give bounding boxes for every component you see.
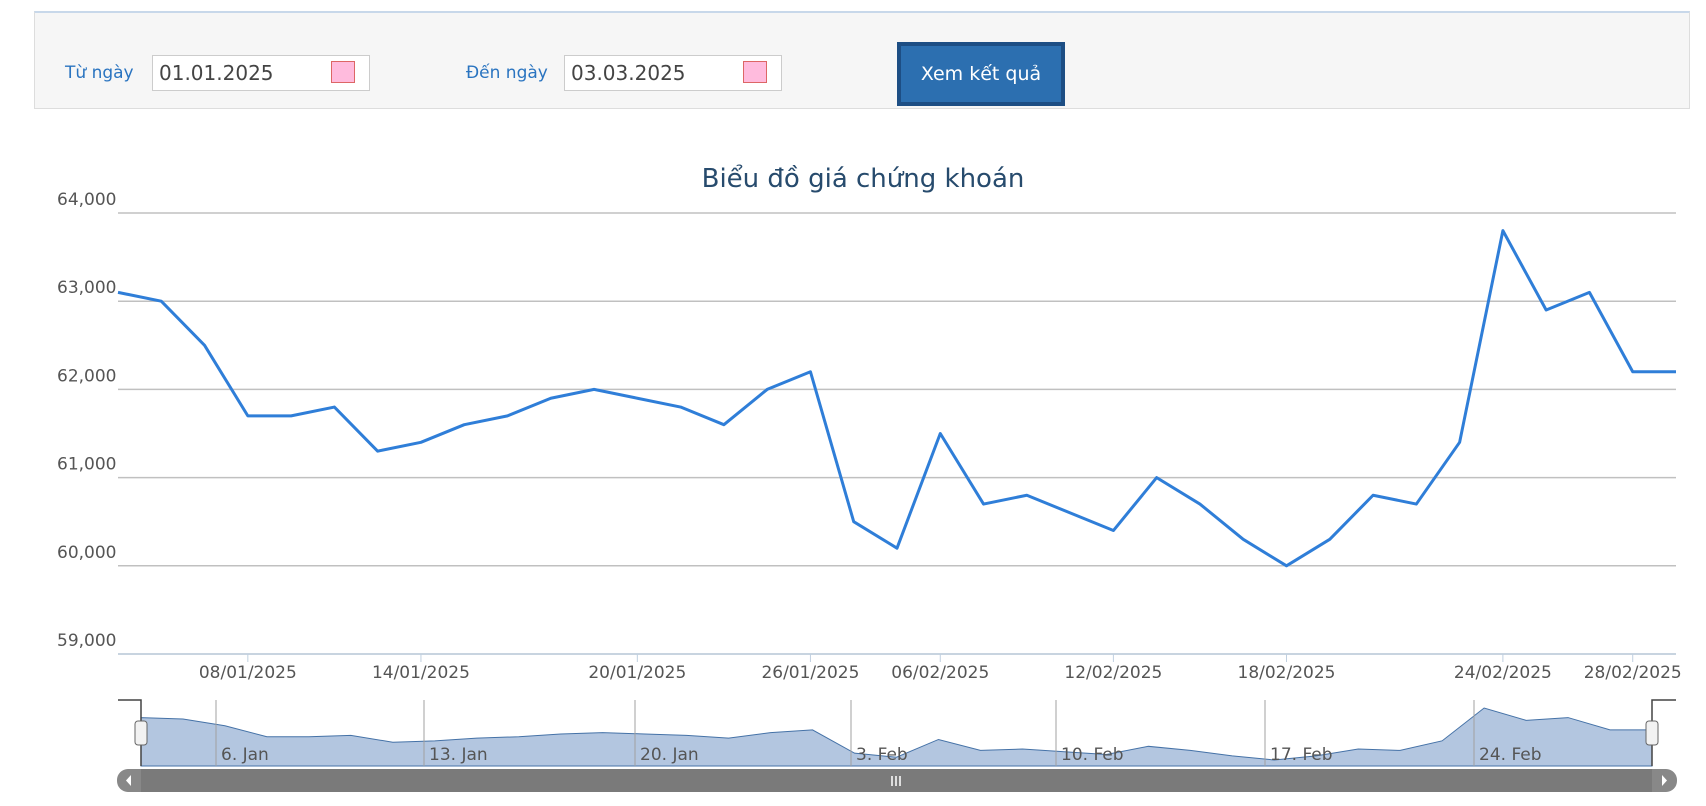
x-tick-label: 06/02/2025 xyxy=(891,663,989,683)
calendar-icon[interactable] xyxy=(331,61,355,83)
y-tick-label: 61,000 xyxy=(57,455,116,475)
x-tick-label: 20/01/2025 xyxy=(588,663,686,683)
navigator-label: 13. Jan xyxy=(429,745,488,765)
navigator-area xyxy=(140,707,1653,767)
navigator-label: 10. Feb xyxy=(1061,745,1124,765)
from-input[interactable]: 01.01.2025 xyxy=(152,55,370,91)
navigator-handle[interactable] xyxy=(134,720,148,746)
x-tick-label: 12/02/2025 xyxy=(1064,663,1162,683)
from-value: 01.01.2025 xyxy=(159,61,274,85)
submit-button[interactable]: Xem kết quả xyxy=(897,42,1065,106)
x-tick-label: 26/01/2025 xyxy=(761,663,859,683)
navigator-handle[interactable] xyxy=(1645,720,1659,746)
to-input[interactable]: 03.03.2025 xyxy=(564,55,782,91)
scroll-left[interactable] xyxy=(126,775,131,786)
y-tick-label: 63,000 xyxy=(57,278,116,298)
x-tick-label: 14/01/2025 xyxy=(372,663,470,683)
filter-panel: Từ ngày 01.01.2025 Đến ngày 03.03.2025 X… xyxy=(34,11,1690,109)
navigator-label: 24. Feb xyxy=(1479,745,1542,765)
navigator-label: 20. Jan xyxy=(640,745,699,765)
x-tick-label: 18/02/2025 xyxy=(1238,663,1336,683)
navigator-label: 17. Feb xyxy=(1270,745,1333,765)
scroll-right[interactable] xyxy=(1662,775,1667,786)
price-line xyxy=(117,229,1676,568)
y-tick-label: 60,000 xyxy=(57,543,116,563)
calendar-icon[interactable] xyxy=(743,61,767,83)
y-tick-label: 62,000 xyxy=(57,366,116,386)
from-label: Từ ngày xyxy=(65,63,134,83)
to-value: 03.03.2025 xyxy=(571,61,686,85)
chart-title: Biểu đồ giá chứng khoán xyxy=(702,163,1025,194)
x-tick-label: 08/01/2025 xyxy=(199,663,297,683)
y-tick-label: 59,000 xyxy=(57,631,116,651)
navigator-label: 6. Jan xyxy=(221,745,269,765)
navigator-label: 3. Feb xyxy=(856,745,908,765)
x-tick-label: 28/02/2025 xyxy=(1584,663,1682,683)
y-tick-label: 64,000 xyxy=(57,190,116,210)
x-tick-label: 24/02/2025 xyxy=(1454,663,1552,683)
to-label: Đến ngày xyxy=(466,63,548,83)
